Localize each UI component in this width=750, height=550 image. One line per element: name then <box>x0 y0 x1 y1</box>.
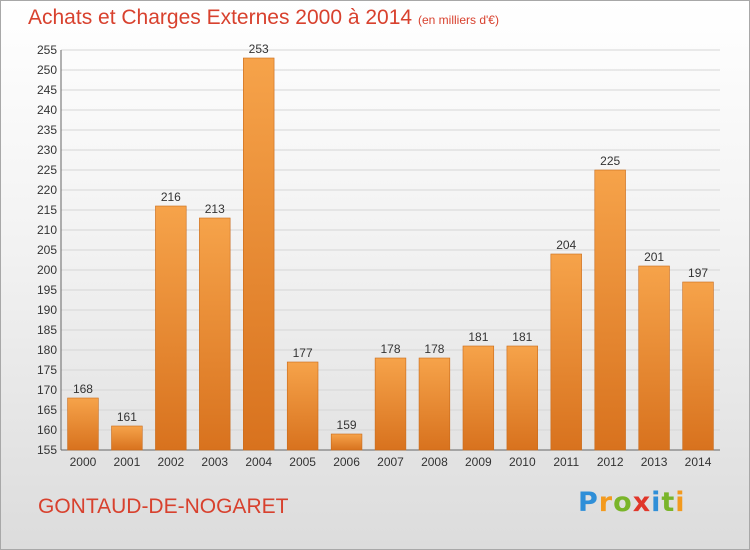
bar-2003 <box>199 217 231 451</box>
data-label-2012: 225 <box>600 154 620 168</box>
x-tick-label: 2000 <box>70 455 97 469</box>
y-tick-label: 165 <box>37 403 57 417</box>
x-tick-label: 2007 <box>377 455 404 469</box>
data-label-2000: 168 <box>73 382 93 396</box>
bar-2011 <box>550 253 582 451</box>
x-tick-label: 2012 <box>597 455 624 469</box>
y-tick-label: 220 <box>37 183 57 197</box>
y-tick-label: 180 <box>37 343 57 357</box>
data-label-2005: 177 <box>293 346 313 360</box>
x-tick-label: 2008 <box>421 455 448 469</box>
data-label-2014: 197 <box>688 266 708 280</box>
y-tick-label: 185 <box>37 323 57 337</box>
bar-2006 <box>330 433 363 451</box>
y-tick-label: 235 <box>37 123 57 137</box>
y-tick-label: 195 <box>37 283 57 297</box>
bar-2013 <box>638 265 670 451</box>
bar-2004 <box>243 57 275 451</box>
data-label-2009: 181 <box>468 330 488 344</box>
y-tick-label: 255 <box>37 43 57 57</box>
bar-2009 <box>462 345 495 451</box>
proxiti-logo[interactable]: Proxiti <box>578 487 686 518</box>
y-tick-label: 215 <box>37 203 57 217</box>
bar-2002 <box>155 205 187 451</box>
bar-2010 <box>506 345 538 451</box>
x-tick-label: 2005 <box>289 455 316 469</box>
data-label-2002: 216 <box>161 190 181 204</box>
y-tick-label: 240 <box>37 103 57 117</box>
data-label-2010: 181 <box>512 330 532 344</box>
bar-2001 <box>111 425 143 451</box>
y-tick-label: 155 <box>37 443 57 457</box>
chart-unit: (en milliers d'€) <box>418 13 499 27</box>
y-tick-label: 175 <box>37 363 57 377</box>
labels: 155 160 165 170 175 180 185 190 195 200 205 210 215 2… <box>37 42 712 469</box>
data-label-2006: 159 <box>337 418 357 432</box>
x-tick-label: 2002 <box>157 455 184 469</box>
y-tick-label: 190 <box>37 303 57 317</box>
town-name: GONTAUD-DE-NOGARET <box>38 495 289 518</box>
bar-2014 <box>682 281 714 451</box>
x-tick-label: 2006 <box>333 455 360 469</box>
data-label-2007: 178 <box>380 342 400 356</box>
x-tick-label: 2009 <box>465 455 492 469</box>
x-tick-label: 2013 <box>641 455 668 469</box>
bar-2008 <box>418 357 451 451</box>
data-label-2008: 178 <box>424 342 444 356</box>
y-tick-label: 160 <box>37 423 57 437</box>
y-tick-label: 205 <box>37 243 57 257</box>
chart-title: Achats et Charges Externes 2000 à 2014 <box>28 6 413 29</box>
x-tick-label: 2010 <box>509 455 536 469</box>
data-label-2003: 213 <box>205 202 225 216</box>
data-label-2011: 204 <box>556 238 576 252</box>
y-tick-label: 170 <box>37 383 57 397</box>
data-label-2013: 201 <box>644 250 664 264</box>
bars <box>67 57 714 451</box>
bar-2012 <box>594 169 626 451</box>
data-label-2004: 253 <box>249 42 269 56</box>
x-tick-label: 2014 <box>685 455 712 469</box>
x-tick-label: 2004 <box>245 455 272 469</box>
data-label-2001: 161 <box>117 410 137 424</box>
x-tick-label: 2011 <box>553 455 579 469</box>
y-tick-label: 245 <box>37 83 57 97</box>
bar-2007 <box>374 357 407 451</box>
y-tick-label: 225 <box>37 163 57 177</box>
x-tick-label: 2003 <box>201 455 228 469</box>
x-tick-label: 2001 <box>114 455 141 469</box>
bar-2005 <box>286 361 319 451</box>
y-tick-label: 250 <box>37 63 57 77</box>
y-tick-label: 230 <box>37 143 57 157</box>
bar-2000 <box>67 397 99 451</box>
y-tick-label: 210 <box>37 223 57 237</box>
y-tick-label: 200 <box>37 263 57 277</box>
